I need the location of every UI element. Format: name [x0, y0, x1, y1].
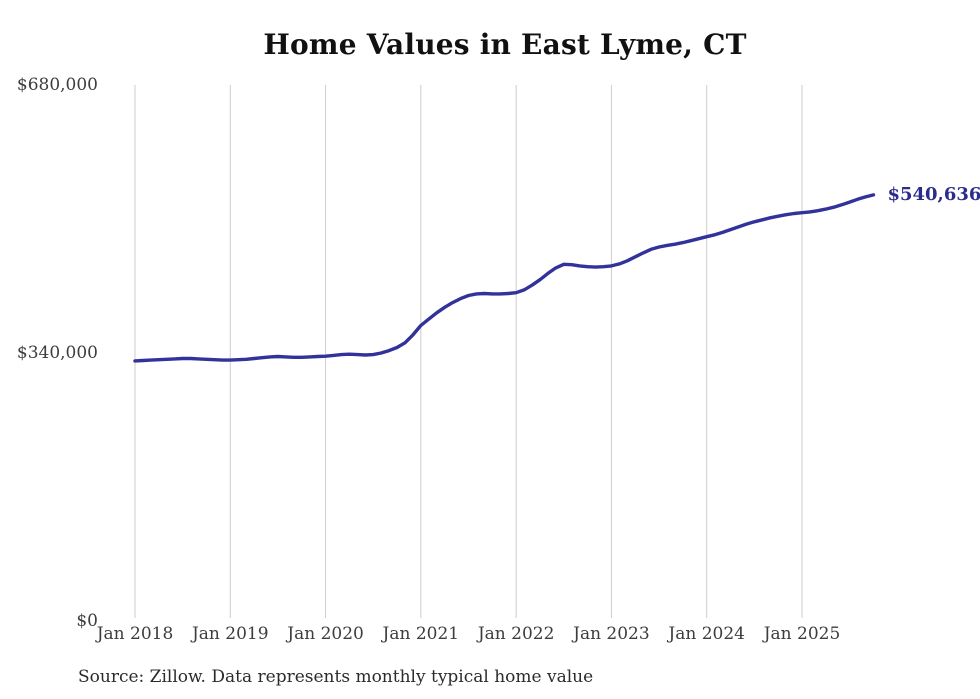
source-note: Source: Zillow. Data represents monthly … — [78, 667, 594, 687]
y-axis-tick-label: $680,000 — [16, 75, 98, 95]
chart-title: Home Values in East Lyme, CT — [263, 28, 747, 61]
value-line — [133, 193, 876, 363]
y-axis-tick-label: $0 — [76, 611, 98, 631]
x-axis-tick-label: Jan 2025 — [763, 624, 841, 644]
x-axis-tick-label: Jan 2020 — [287, 624, 364, 644]
end-value-label: $540,636 — [887, 183, 980, 205]
y-axis-tick-label: $340,000 — [16, 343, 98, 363]
x-axis-tick-label: Jan 2022 — [477, 624, 555, 644]
x-axis-tick-label: Jan 2019 — [191, 624, 269, 644]
x-axis-tick-label: Jan 2023 — [573, 624, 650, 644]
x-axis-tick-label: Jan 2021 — [382, 624, 460, 644]
x-axis-tick-label: Jan 2018 — [96, 624, 174, 644]
x-axis-tick-label: Jan 2024 — [668, 624, 745, 644]
